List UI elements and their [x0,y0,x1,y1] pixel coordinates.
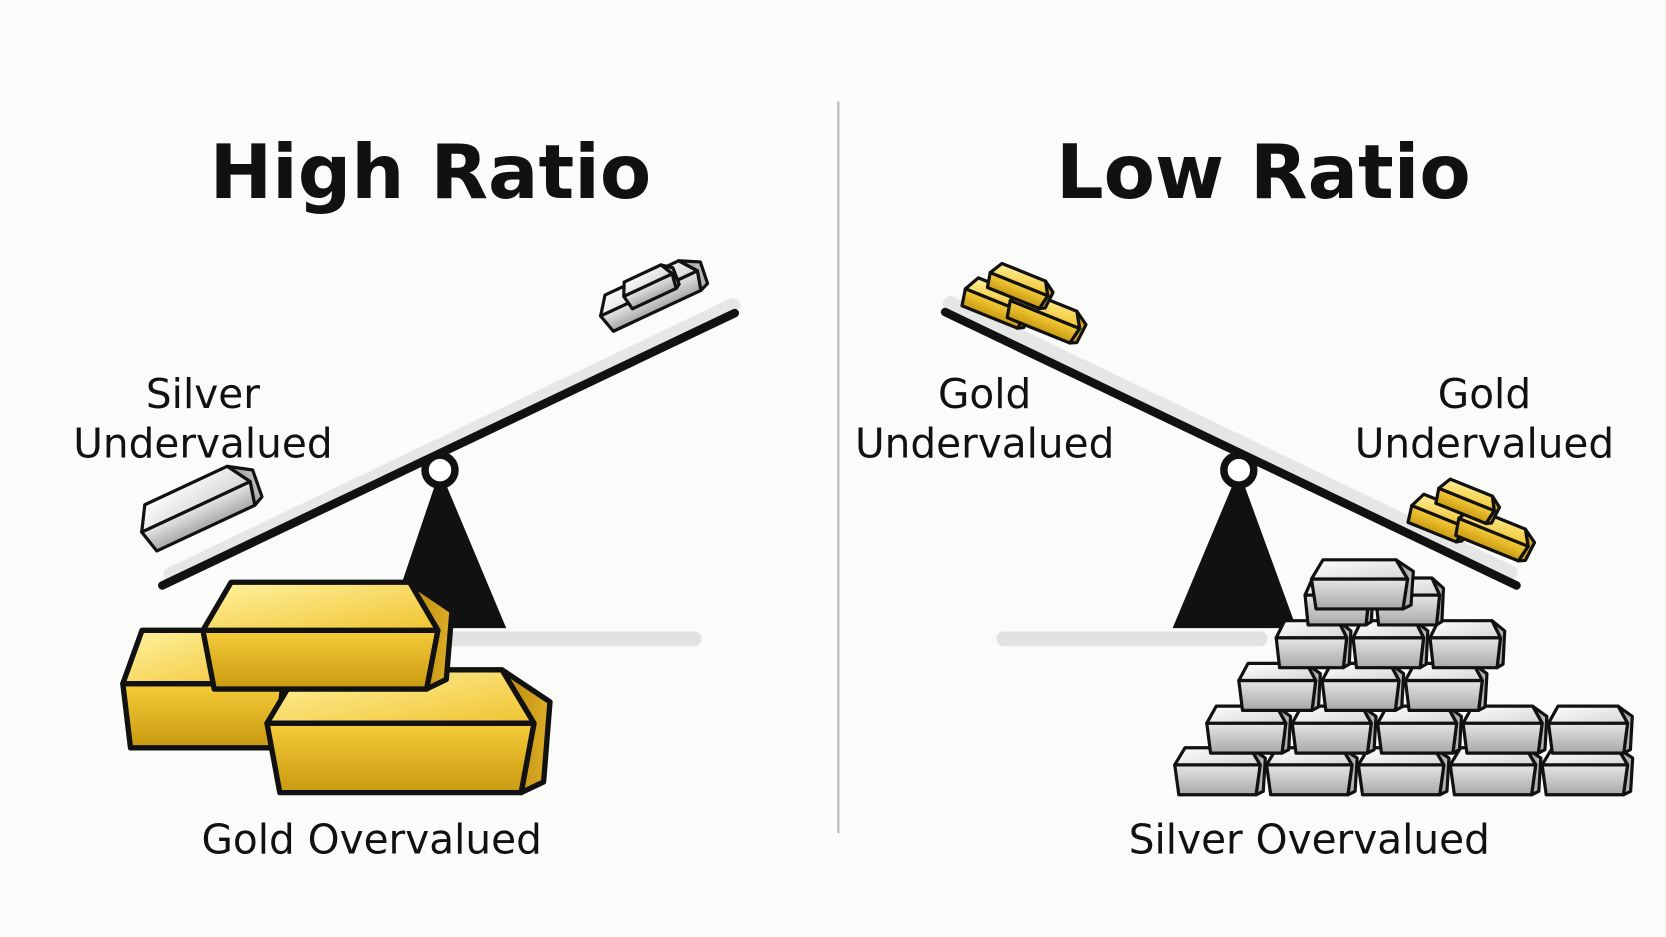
silver-bar-icon [1351,619,1430,670]
silver-bar-icon [1428,619,1507,670]
beam-shade [163,298,741,583]
silver-bar-icon [1173,746,1267,797]
silver-bar-icon [1403,661,1489,712]
silver-bar-icon [1205,704,1293,755]
seesaw-beam [158,308,740,590]
silver-bar-icon [1461,704,1549,755]
silver-undervalued-label-line2: Undervalued [73,419,332,467]
gold-undervalued-right-line1: Gold [1438,370,1531,418]
high-ratio-title: High Ratio [210,129,652,216]
beam-shade [942,296,1518,581]
silver-bar-icon [1356,746,1451,797]
seesaw-beam [940,307,1521,590]
silver-bar-icon [1540,746,1635,797]
silver-bar-icon [622,263,681,311]
silver-bar-icon [1376,704,1464,755]
silver-bar-icon [1274,619,1353,670]
silver-bar-icon [140,464,264,553]
gold-bar-icon [1434,477,1502,526]
pivot [421,451,459,489]
pivot [1220,451,1258,489]
silver-bar-icon [1264,746,1359,797]
gold-overvalued-label: Gold Overvalued [201,815,541,863]
silver-bar-icon [1290,704,1378,755]
low-ratio-panel: Low Ratio Gold Undervalued Gold Underval… [855,129,1635,863]
high-ratio-panel: High Ratio Silver Undervalued Gold Overv… [73,129,741,863]
silver-bar-icon [1320,661,1406,712]
gold-undervalued-left-line1: Gold [938,370,1031,418]
gold-bar-icon [985,261,1055,311]
silver-undervalued-label-line1: Silver [146,370,260,418]
silver-bar-icon [1237,661,1322,712]
gold-undervalued-right-line2: Undervalued [1355,419,1614,467]
silver-overvalued-label: Silver Overvalued [1129,815,1490,863]
silver-bar-icon [1309,558,1415,611]
gold-bar-icon [200,579,455,692]
fulcrum [1172,470,1297,629]
silver-bar-icon [1546,704,1634,755]
low-ratio-title: Low Ratio [1056,129,1471,216]
silver-bar-icon [1448,746,1543,797]
gold-undervalued-left-line2: Undervalued [855,419,1114,467]
